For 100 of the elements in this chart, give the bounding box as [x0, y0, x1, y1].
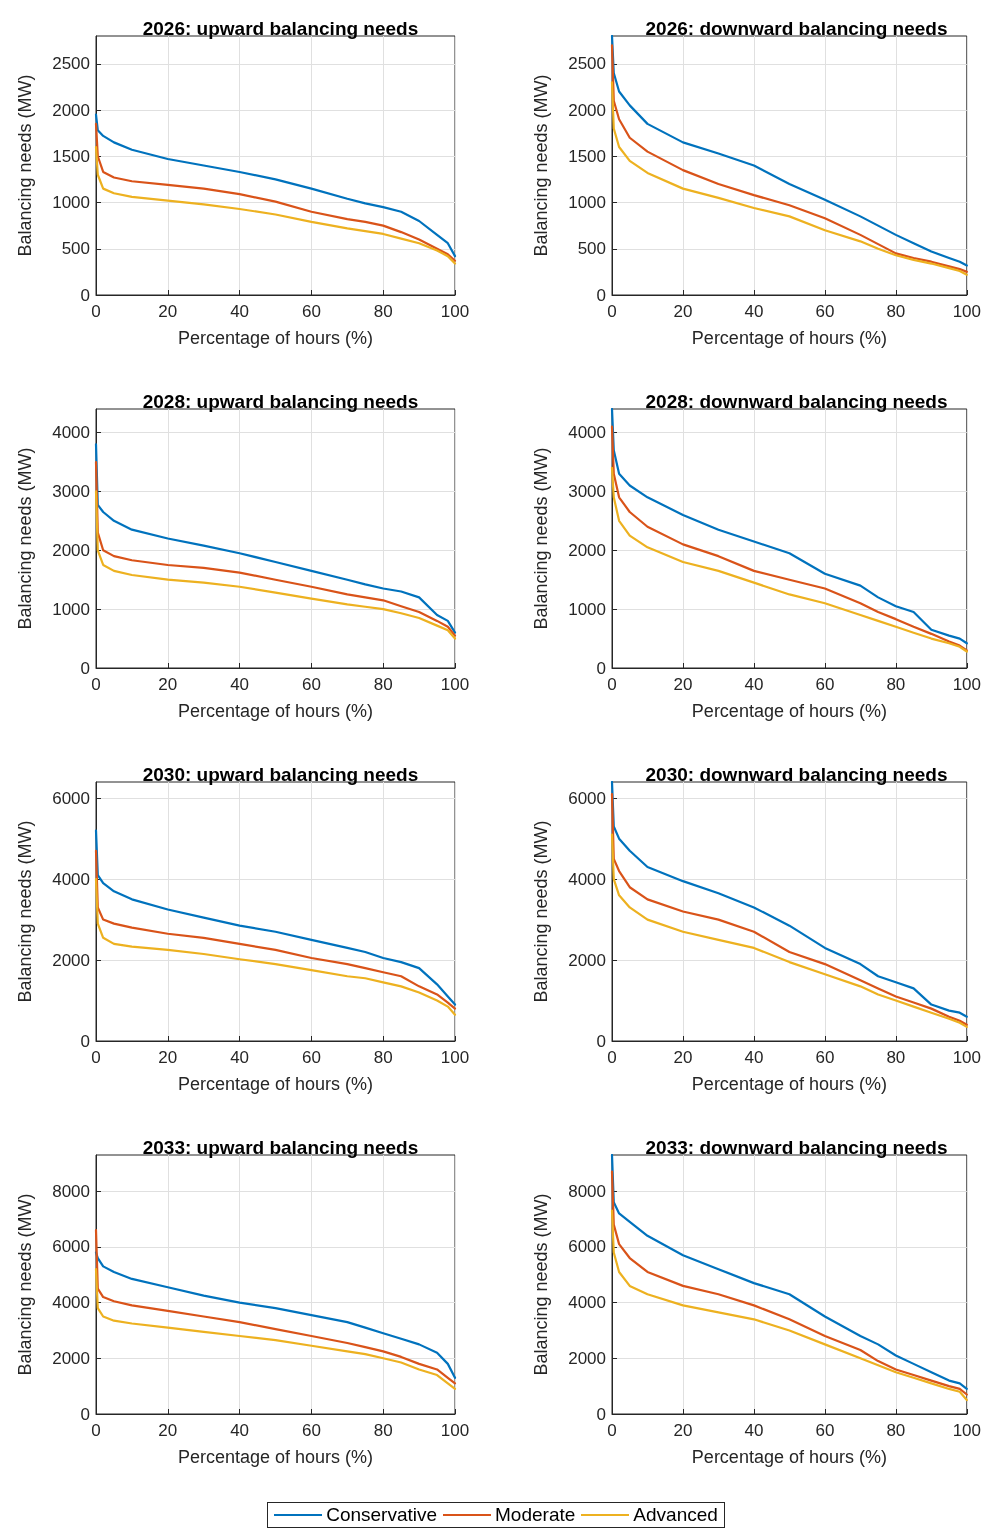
- x-tick-label: 60: [815, 1048, 835, 1067]
- x-tick-label: 40: [744, 675, 764, 694]
- legend-label: Moderate: [495, 1504, 576, 1526]
- x-tick-label: 100: [952, 1048, 982, 1067]
- x-tick-label: 60: [815, 1421, 835, 1440]
- y-tick-label: 0: [596, 1031, 606, 1051]
- x-tick-label: 20: [158, 1048, 178, 1067]
- x-tick-label: 40: [744, 1421, 764, 1440]
- y-tick-label: 1000: [568, 599, 606, 619]
- y-tick-label: 1000: [568, 193, 606, 212]
- x-axis-title: Percentage of hours (%): [691, 1447, 887, 1467]
- y-tick-label: 0: [80, 1404, 90, 1424]
- x-tick-label: 20: [673, 1048, 693, 1067]
- line-series: [94, 145, 457, 265]
- y-tick-label: 2000: [568, 1348, 606, 1368]
- y-tick-label: 8000: [568, 1181, 606, 1201]
- x-tick-label: 20: [673, 302, 693, 321]
- x-tick-label: 40: [230, 302, 250, 321]
- x-tick-label: 60: [301, 302, 321, 321]
- y-tick-label: 0: [80, 658, 90, 678]
- x-axis-title: Percentage of hours (%): [691, 328, 887, 348]
- line-series: [94, 878, 457, 1016]
- y-tick-label: 0: [596, 658, 606, 678]
- x-axis-title: Percentage of hours (%): [177, 1447, 374, 1467]
- line-series: [610, 1209, 968, 1402]
- line-series: [94, 1251, 457, 1379]
- y-tick-label: 4000: [52, 1293, 90, 1313]
- x-axis-title: Percentage of hours (%): [177, 701, 374, 721]
- x-tick-label: 80: [373, 1421, 393, 1440]
- y-tick-label: 2000: [568, 950, 606, 970]
- x-tick-label: 100: [440, 675, 470, 694]
- y-tick-label: 2000: [568, 100, 606, 120]
- y-axis-title: Balancing needs (MW): [531, 1193, 551, 1376]
- chart-title: 2028: upward balancing needs: [142, 391, 419, 412]
- y-tick-label: 0: [596, 1404, 606, 1424]
- legend-label: Conservative: [326, 1504, 438, 1526]
- y-axis-title: Balancing needs (MW): [531, 820, 551, 1003]
- x-tick-label: 80: [886, 675, 906, 694]
- y-tick-label: 2000: [52, 1348, 90, 1368]
- x-tick-label: 80: [886, 1048, 906, 1067]
- y-tick-label: 2500: [568, 54, 606, 74]
- y-tick-label: 0: [80, 1031, 90, 1051]
- line-series: [94, 490, 457, 640]
- y-tick-label: 2000: [568, 540, 606, 560]
- x-tick-label: 100: [440, 302, 470, 321]
- y-tick-label: 500: [61, 239, 90, 259]
- y-tick-label: 4000: [52, 423, 90, 443]
- x-axis-title: Percentage of hours (%): [177, 328, 374, 348]
- x-axis-title: Percentage of hours (%): [691, 701, 887, 721]
- line-series: [610, 81, 968, 276]
- y-tick-label: 6000: [52, 788, 90, 808]
- x-axis-title: Percentage of hours (%): [177, 1074, 374, 1094]
- x-tick-label: 80: [886, 1421, 906, 1440]
- y-tick-label: 1500: [52, 146, 90, 166]
- y-tick-label: 6000: [568, 788, 606, 808]
- x-tick-label: 60: [301, 1048, 321, 1067]
- legend-label: Advanced: [633, 1504, 718, 1526]
- x-tick-label: 80: [373, 1048, 393, 1067]
- x-tick-label: 100: [440, 1048, 470, 1067]
- y-tick-label: 3000: [52, 481, 90, 501]
- y-tick-label: 1000: [52, 193, 90, 212]
- x-tick-label: 80: [373, 302, 393, 321]
- y-tick-label: 2000: [52, 950, 90, 970]
- chart-title: 2028: downward balancing needs: [645, 391, 948, 412]
- chart-title: 2033: upward balancing needs: [142, 1137, 419, 1158]
- x-tick-label: 20: [158, 302, 178, 321]
- x-tick-label: 20: [158, 675, 178, 694]
- y-axis-title: Balancing needs (MW): [15, 1193, 35, 1376]
- x-tick-label: 100: [440, 1421, 470, 1440]
- x-tick-label: 80: [373, 675, 393, 694]
- y-axis-title: Balancing needs (MW): [531, 74, 551, 257]
- y-tick-label: 2000: [52, 540, 90, 560]
- x-tick-label: 40: [744, 302, 764, 321]
- y-tick-label: 6000: [568, 1237, 606, 1257]
- x-tick-label: 80: [886, 302, 906, 321]
- x-tick-label: 40: [230, 1048, 250, 1067]
- x-tick-label: 60: [815, 675, 835, 694]
- y-axis-title: Balancing needs (MW): [531, 447, 551, 630]
- chart-title: 2026: upward balancing needs: [142, 18, 419, 39]
- y-tick-label: 1500: [568, 146, 606, 166]
- x-tick-label: 20: [673, 675, 693, 694]
- x-tick-label: 60: [815, 302, 835, 321]
- y-tick-label: 0: [596, 285, 606, 305]
- y-axis-title: Balancing needs (MW): [15, 820, 35, 1003]
- y-tick-label: 500: [577, 239, 606, 259]
- x-tick-label: 40: [230, 675, 250, 694]
- line-series: [94, 1268, 457, 1391]
- y-tick-label: 4000: [568, 1293, 606, 1313]
- y-tick-label: 4000: [568, 869, 606, 889]
- y-tick-label: 2000: [52, 100, 90, 120]
- chart-title: 2030: downward balancing needs: [645, 764, 948, 785]
- y-tick-label: 1000: [52, 599, 90, 619]
- x-tick-label: 100: [952, 1421, 982, 1440]
- chart-title: 2033: downward balancing needs: [645, 1137, 948, 1158]
- y-tick-label: 3000: [568, 481, 606, 501]
- x-tick-label: 60: [301, 675, 321, 694]
- x-tick-label: 60: [301, 1421, 321, 1440]
- x-tick-label: 40: [230, 1421, 250, 1440]
- x-axis-title: Percentage of hours (%): [691, 1074, 887, 1094]
- chart-title: 2026: downward balancing needs: [645, 18, 948, 39]
